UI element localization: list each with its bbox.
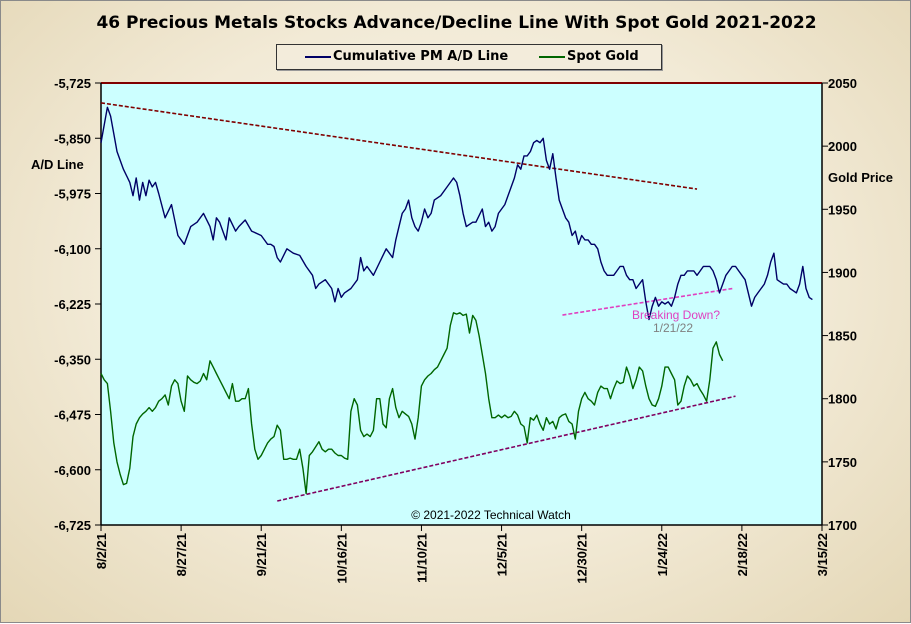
left-tick-label: -6,725 <box>54 518 91 533</box>
x-tick-label: 9/21/21 <box>254 533 269 576</box>
gold-series <box>100 312 724 495</box>
left-tick-label: -6,475 <box>54 408 91 423</box>
right-tick-label: 1700 <box>828 518 857 533</box>
breakdown-trendline <box>562 287 733 316</box>
copyright-text: © 2021-2022 Technical Watch <box>411 508 571 522</box>
left-tick-label: -5,725 <box>54 76 91 91</box>
left-tick-label: -6,350 <box>54 352 91 367</box>
left-tick-label: -6,600 <box>54 463 91 478</box>
right-tick-label: 1800 <box>828 392 857 407</box>
chart-legend: Cumulative PM A/D Line Spot Gold <box>276 44 662 70</box>
x-tick-label: 2/18/22 <box>735 533 750 576</box>
x-tick-label: 8/27/21 <box>174 533 189 576</box>
resistance-trendline <box>100 102 698 190</box>
right-axis-title: Gold Price <box>828 170 893 185</box>
left-tick-label: -6,100 <box>54 242 91 257</box>
right-tick-label: 1900 <box>828 265 857 280</box>
legend-entry-gold: Spot Gold <box>539 49 639 64</box>
x-tick-label: 12/30/21 <box>575 533 590 584</box>
legend-swatch-ad-line <box>305 55 331 58</box>
ad-line-series <box>100 106 813 321</box>
left-tick-label: -5,850 <box>54 131 91 146</box>
x-tick-label: 3/15/22 <box>815 533 830 576</box>
right-tick-label: 2000 <box>828 139 857 154</box>
left-tick-label: -6,225 <box>54 297 91 312</box>
legend-entry-ad-line: Cumulative PM A/D Line <box>305 49 508 64</box>
right-tick-label: 2050 <box>828 76 857 91</box>
chart-title: 46 Precious Metals Stocks Advance/Declin… <box>96 13 817 33</box>
right-tick-label: 1850 <box>828 329 857 344</box>
legend-label-gold: Spot Gold <box>567 49 639 64</box>
breakdown-date-annotation: 1/21/22 <box>653 321 693 335</box>
left-axis-title: A/D Line <box>31 157 84 172</box>
x-tick-label: 11/10/21 <box>414 533 429 583</box>
x-tick-label: 1/24/22 <box>655 533 670 576</box>
legend-swatch-gold <box>539 55 565 58</box>
right-tick-label: 1950 <box>828 202 857 217</box>
breakdown-annotation: Breaking Down? <box>632 308 720 322</box>
support-trendline <box>277 395 736 502</box>
legend-label-ad-line: Cumulative PM A/D Line <box>333 49 509 64</box>
x-tick-label: 8/2/21 <box>94 533 109 569</box>
x-tick-label: 10/16/21 <box>334 533 349 584</box>
x-tick-label: 12/5/21 <box>495 533 510 576</box>
left-tick-label: -5,975 <box>54 187 91 202</box>
plot-area <box>101 83 822 525</box>
right-tick-label: 1750 <box>828 455 857 470</box>
